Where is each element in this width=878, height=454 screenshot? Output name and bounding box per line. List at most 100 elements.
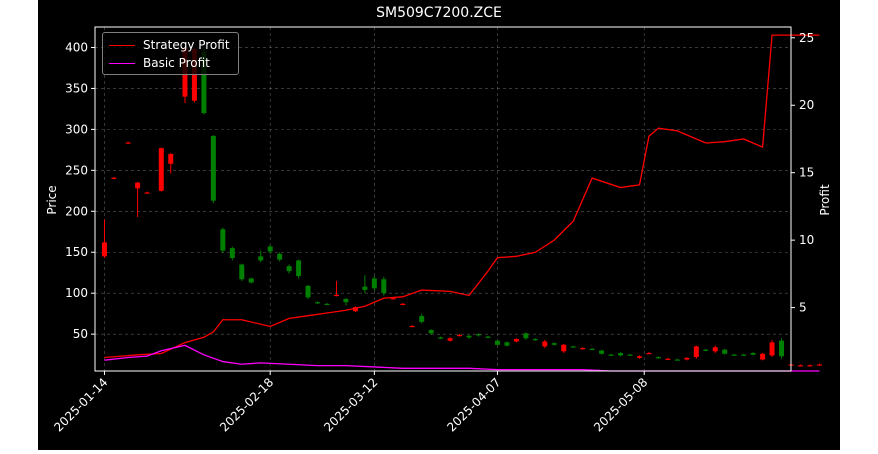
candle-body <box>248 278 254 283</box>
candle-body <box>239 264 245 280</box>
candle-body <box>513 339 519 342</box>
legend-item-basic-profit: Basic Profit <box>109 55 210 71</box>
y-tick-label-left: 250 <box>65 163 88 177</box>
chart-title: SM509C7200.ZCE <box>376 5 502 21</box>
candle-body <box>286 266 292 272</box>
candle-body <box>665 358 671 360</box>
candle-body <box>589 348 595 351</box>
candle-body <box>750 352 756 355</box>
candle-body <box>712 347 718 352</box>
candle-body <box>684 357 690 360</box>
legend-swatch-basic <box>109 62 135 64</box>
candle-body <box>419 316 425 322</box>
candle-body <box>542 341 548 347</box>
y-tick-label-left: 50 <box>73 327 88 341</box>
candle-body <box>409 325 415 328</box>
y-tick-label-right: 25 <box>799 31 814 45</box>
y-tick-label-right: 20 <box>799 98 814 112</box>
candle-body <box>324 303 330 306</box>
candle-body <box>580 348 586 350</box>
candle-body <box>457 334 463 337</box>
candle-body <box>390 298 396 300</box>
y-tick-label-right: 10 <box>799 233 814 247</box>
candle-body <box>220 229 226 251</box>
candle-body <box>504 342 510 346</box>
candle-body <box>333 294 339 297</box>
candle-body <box>731 354 737 356</box>
y-tick-label-left: 150 <box>65 245 88 259</box>
candle-body <box>807 365 813 367</box>
candle-body <box>816 364 822 366</box>
outer-background <box>38 0 840 450</box>
y-axis-right-label: Profit <box>818 184 832 216</box>
candle-body <box>760 353 766 360</box>
candle-body <box>296 260 302 276</box>
candle-body <box>741 354 747 356</box>
y-tick-label-left: 100 <box>65 286 88 300</box>
candle-body <box>111 177 117 179</box>
candle-body <box>769 342 775 356</box>
candle-body <box>158 148 164 191</box>
candle-body <box>608 354 614 356</box>
y-tick-label-left: 350 <box>65 81 88 95</box>
candle-body <box>362 286 368 290</box>
candle-body <box>438 337 444 339</box>
candle-body <box>135 182 141 189</box>
legend-label-basic: Basic Profit <box>143 56 210 70</box>
candle-body <box>352 307 358 312</box>
y-tick-label-left: 400 <box>65 40 88 54</box>
legend-swatch-strategy <box>109 44 135 46</box>
candle-body <box>703 349 709 351</box>
candle-body <box>125 142 131 144</box>
candle-body <box>400 303 406 306</box>
candle-body <box>267 246 273 252</box>
candle-body <box>144 192 150 194</box>
candle-body <box>168 153 174 164</box>
y-tick-label-right: 5 <box>799 301 807 315</box>
candle-body <box>494 340 500 345</box>
legend: Strategy Profit Basic Profit <box>102 32 239 75</box>
candle-body <box>646 352 652 355</box>
candle-body <box>476 334 482 336</box>
candle-body <box>343 298 349 303</box>
candle-body <box>315 302 321 304</box>
candle-body <box>201 51 207 113</box>
y-tick-label-left: 200 <box>65 204 88 218</box>
candle-body <box>371 278 377 289</box>
candle-body <box>447 338 453 341</box>
candle-body <box>428 330 434 334</box>
candle-body <box>693 346 699 358</box>
candle-body <box>779 340 785 357</box>
candle-body <box>485 336 491 338</box>
candle-body <box>229 248 235 258</box>
candle-body <box>655 357 661 359</box>
candle-body <box>551 343 557 345</box>
y-tick-label-left: 300 <box>65 122 88 136</box>
candle-body <box>722 349 728 354</box>
legend-item-strategy-profit: Strategy Profit <box>109 37 230 53</box>
y-axis-left-label: Price <box>45 185 59 214</box>
legend-label-strategy: Strategy Profit <box>143 38 230 52</box>
strategy-profit-line <box>104 34 820 359</box>
candle-body <box>466 335 472 338</box>
candle-body <box>797 365 803 367</box>
candle-body <box>674 359 680 361</box>
candle-body <box>101 242 107 257</box>
candle-body <box>305 285 311 298</box>
candle-body <box>561 344 567 352</box>
candle-body <box>618 352 624 356</box>
plot-frame <box>94 26 792 372</box>
candle-body <box>277 253 283 260</box>
candle-body <box>599 350 605 354</box>
candle-body <box>570 346 576 348</box>
candle-body <box>258 256 264 261</box>
y-tick-label-right: 15 <box>799 166 814 180</box>
candle-body <box>381 279 387 294</box>
candle-body <box>532 339 538 341</box>
candle-body <box>627 354 633 356</box>
candle-body <box>636 356 642 358</box>
candle-body <box>523 333 529 339</box>
candle-body <box>210 135 216 201</box>
